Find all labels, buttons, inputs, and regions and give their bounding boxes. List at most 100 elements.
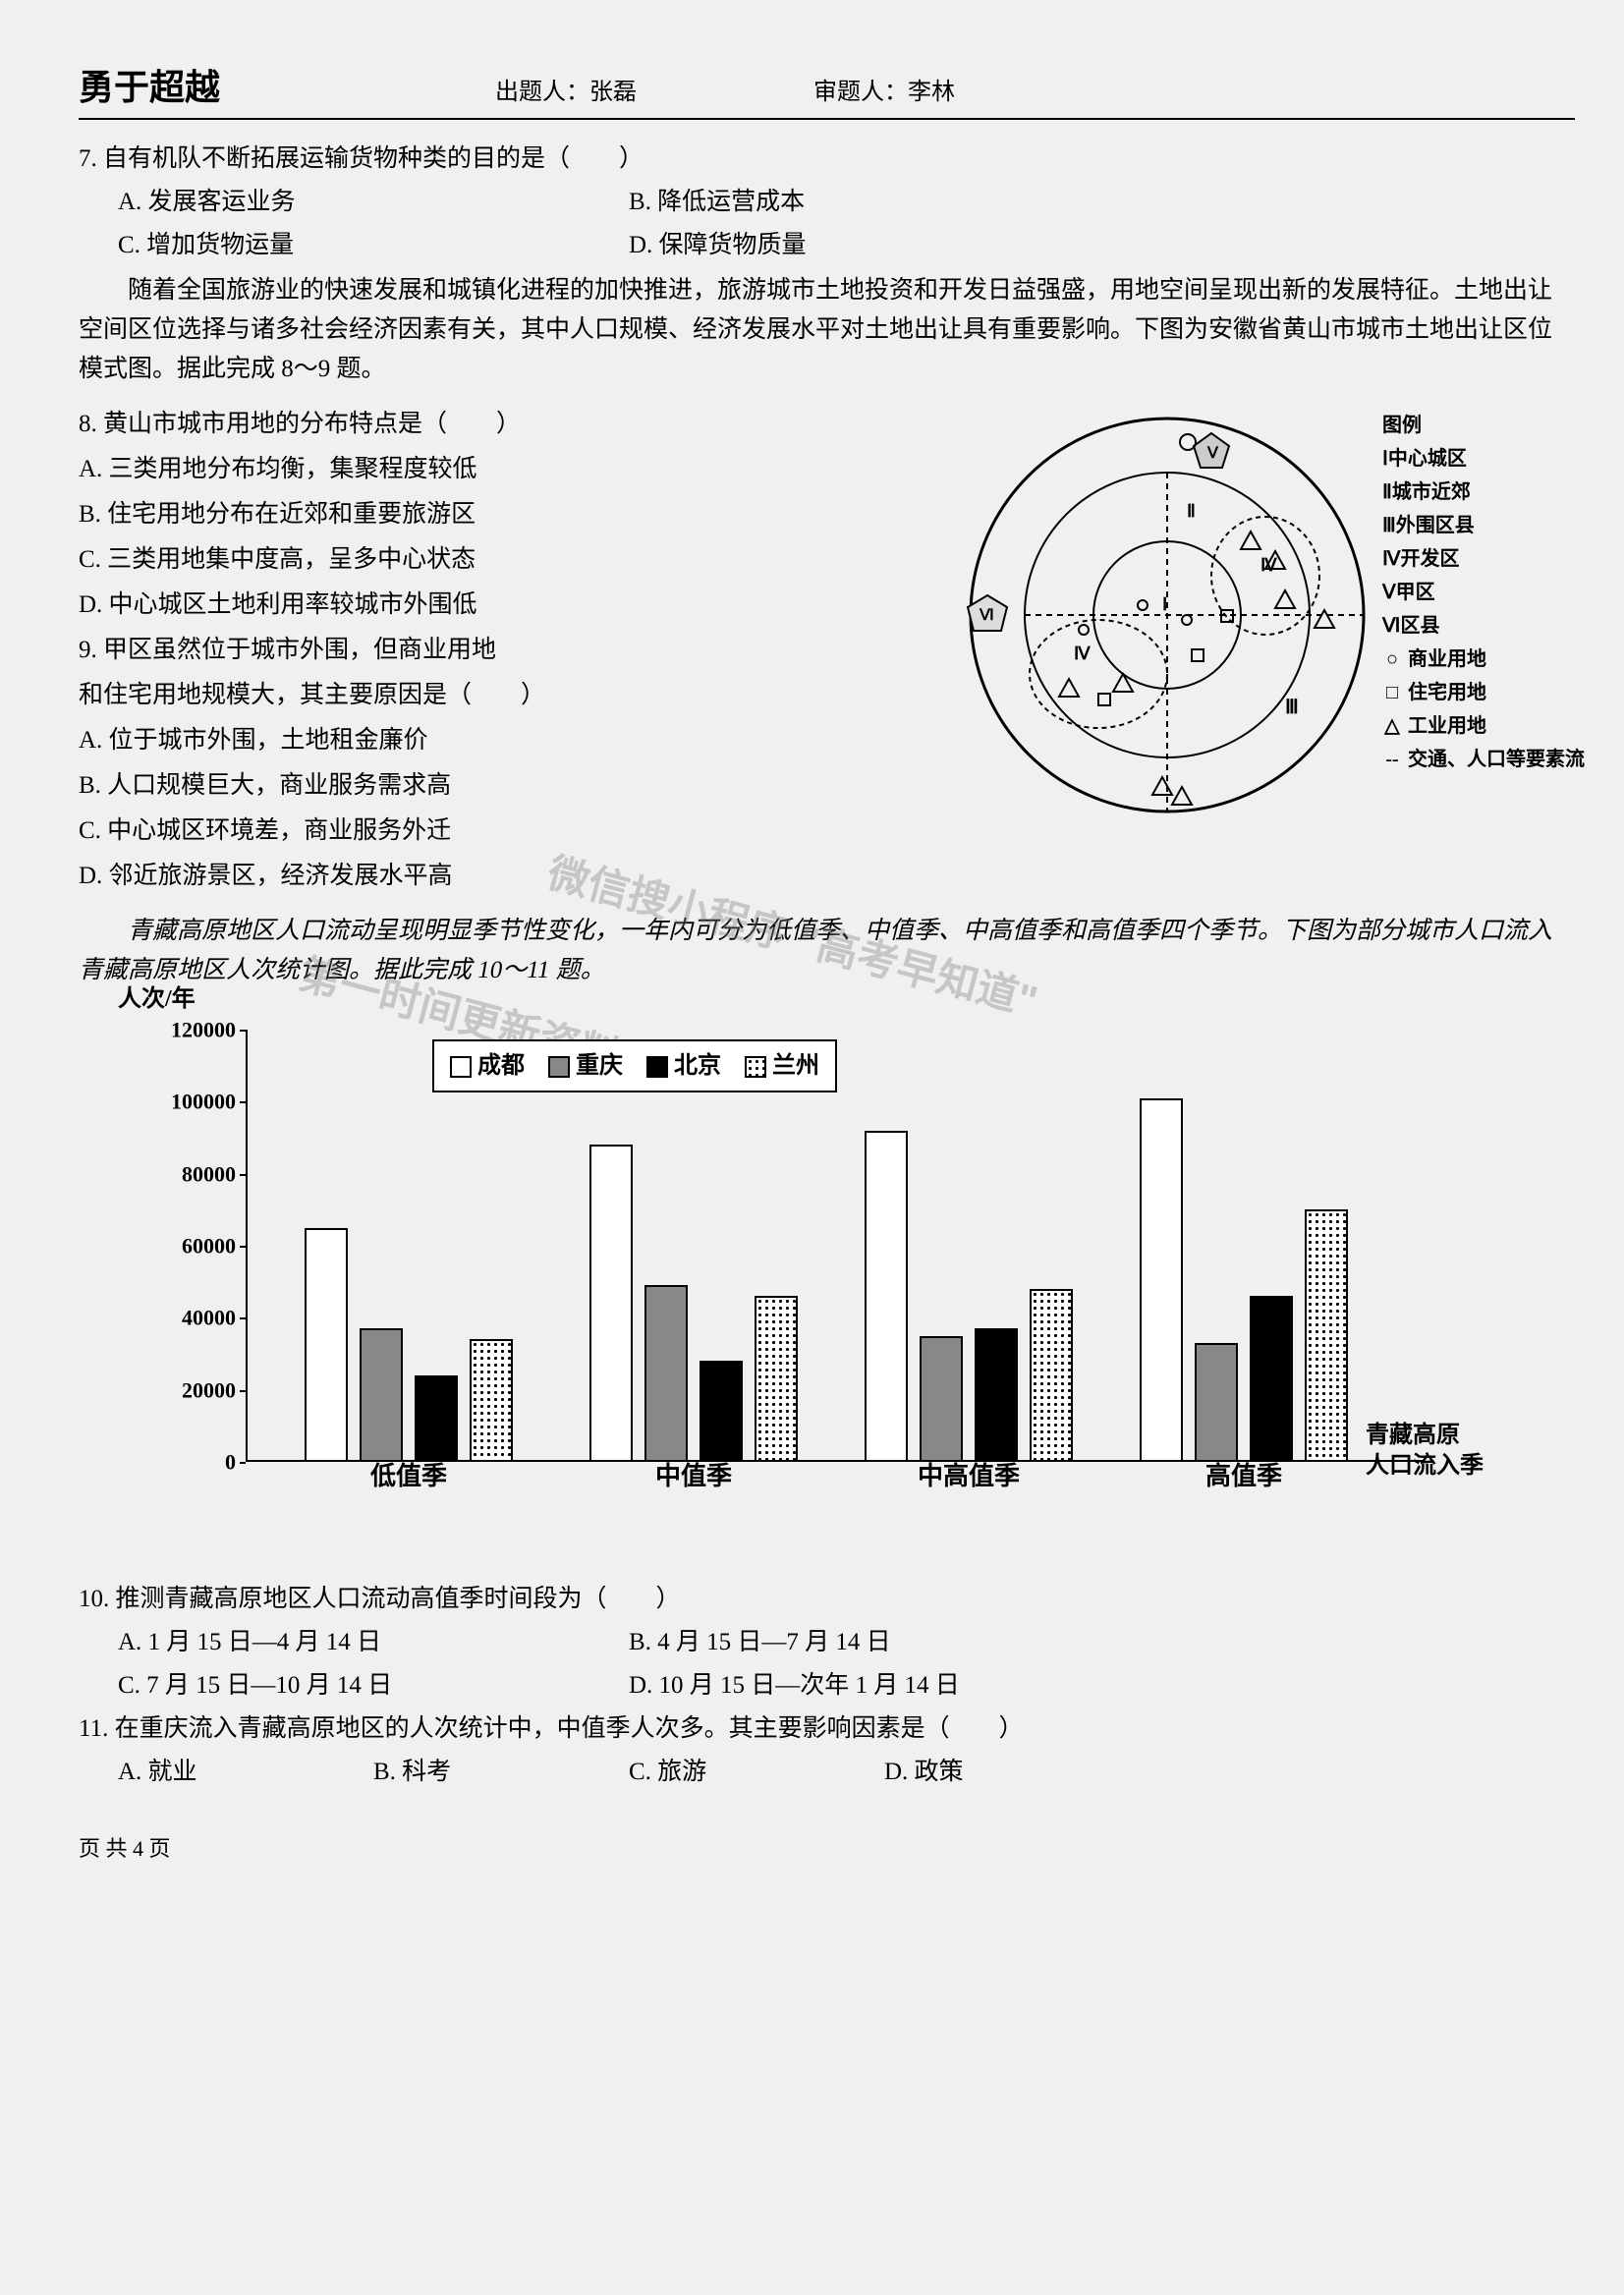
q8-stem: 8. 黄山市城市用地的分布特点是（ ） — [79, 405, 917, 444]
bar — [589, 1145, 633, 1462]
q7-opt-a: A. 发展客运业务 — [118, 183, 629, 222]
bar-group — [865, 1131, 1073, 1462]
bar — [1195, 1343, 1238, 1462]
bar — [415, 1375, 458, 1462]
passage-8-9: 随着全国旅游业的快速发展和城镇化进程的加快推进，旅游城市土地投资和开发日益强盛，… — [79, 271, 1575, 389]
q11-opt-d: D. 政策 — [884, 1753, 1140, 1792]
q11-opt-c: C. 旅游 — [629, 1753, 884, 1792]
passage-10-11: 青藏高原地区人口流动呈现明显季节性变化，一年内可分为低值季、中值季、中高值季和高… — [79, 912, 1575, 990]
q11-opt-a: A. 就业 — [118, 1753, 373, 1792]
y-tick — [240, 1390, 246, 1392]
q11-stem: 11. 在重庆流入青藏高原地区的人次统计中，中值季人次多。其主要影响因素是（ ） — [79, 1709, 1575, 1749]
q11-row: A. 就业 B. 科考 C. 旅游 D. 政策 — [118, 1753, 1575, 1792]
svg-text:Ⅳ: Ⅳ — [1074, 644, 1091, 663]
dash-icon: -- — [1382, 750, 1402, 769]
q10-row2: C. 7 月 15 日—10 月 14 日 D. 10 月 15 日—次年 1 … — [118, 1666, 1575, 1706]
q8-opt-d: D. 中心城区土地利用率较城市外围低 — [79, 586, 917, 625]
bar — [1140, 1098, 1183, 1462]
q8-opt-c: C. 三类用地集中度高，呈多中心状态 — [79, 540, 917, 580]
svg-text:Ⅰ: Ⅰ — [1162, 594, 1167, 614]
concentric-diagram-svg: Ⅴ Ⅵ Ⅰ Ⅱ Ⅲ Ⅳ Ⅳ — [936, 399, 1398, 831]
x-axis-label: 青藏高原 人口流入季 — [1366, 1421, 1484, 1482]
q9-stem-l1: 9. 甲区虽然位于城市外围，但商业用地 — [79, 631, 917, 670]
svg-text:Ⅲ: Ⅲ — [1285, 697, 1299, 718]
bar — [1305, 1209, 1348, 1462]
diagram-legend: 图例 Ⅰ中心城区 Ⅱ城市近郊 Ⅲ外围区县 Ⅳ开发区 Ⅴ甲区 Ⅵ区县 ○商业用地 … — [1382, 409, 1585, 776]
y-tick — [240, 1462, 246, 1464]
q10-stem: 10. 推测青藏高原地区人口流动高值季时间段为（ ） — [79, 1580, 1575, 1619]
legend-i1: Ⅰ中心城区 — [1382, 442, 1585, 476]
page-footer: 页 共 4 页 — [79, 1831, 1575, 1866]
legend-i2: Ⅱ城市近郊 — [1382, 476, 1585, 509]
legend-i7: ○商业用地 — [1382, 643, 1585, 676]
q7-opt-d: D. 保障货物质量 — [629, 226, 807, 265]
bar — [1250, 1296, 1293, 1462]
svg-text:Ⅴ: Ⅴ — [1206, 445, 1219, 462]
legend-i5: Ⅴ甲区 — [1382, 576, 1585, 609]
q8-opt-b: B. 住宅用地分布在近郊和重要旅游区 — [79, 495, 917, 534]
legend-i4: Ⅳ开发区 — [1382, 542, 1585, 576]
chart-container: 成都 重庆 北京 兰州 青藏高原 人口流入季 02000040000600008… — [118, 1010, 1493, 1521]
section-8-9: 8. 黄山市城市用地的分布特点是（ ） A. 三类用地分布均衡，集聚程度较低 B… — [79, 399, 1575, 902]
q9-opt-d: D. 邻近旅游景区，经济发展水平高 — [79, 857, 917, 896]
x-category-label: 中高值季 — [918, 1456, 1020, 1497]
q9-opt-b: B. 人口规模巨大，商业服务需求高 — [79, 766, 917, 806]
y-tick — [240, 1174, 246, 1176]
y-tick — [240, 1101, 246, 1103]
y-tick-label: 0 — [225, 1444, 236, 1479]
y-tick-label: 100000 — [171, 1085, 236, 1119]
q9-opt-c: C. 中心城区环境差，商业服务外迁 — [79, 812, 917, 851]
bar — [865, 1131, 908, 1462]
author: 出题人：张磊 — [495, 72, 637, 106]
q7-stem: 7. 自有机队不断拓展运输货物种类的目的是（ ） — [79, 140, 1575, 179]
population-chart: 人次/年 成都 重庆 北京 兰州 青藏高原 人口流入季 020000400006… — [79, 1010, 1575, 1521]
q8-q9-text: 8. 黄山市城市用地的分布特点是（ ） A. 三类用地分布均衡，集聚程度较低 B… — [79, 399, 917, 902]
q10-opt-c: C. 7 月 15 日—10 月 14 日 — [118, 1666, 629, 1706]
x-category-label: 高值季 — [1205, 1456, 1282, 1497]
bar — [920, 1336, 963, 1462]
chart-axes: 青藏高原 人口流入季 02000040000600008000010000012… — [246, 1030, 1425, 1462]
y-tick-label: 60000 — [182, 1228, 236, 1262]
legend-i8: □住宅用地 — [1382, 676, 1585, 709]
x-category-label: 低值季 — [370, 1456, 447, 1497]
bar — [1030, 1289, 1073, 1462]
q10-opt-d: D. 10 月 15 日—次年 1 月 14 日 — [629, 1666, 960, 1706]
reviewer: 审题人：李林 — [813, 72, 955, 106]
author-info: 出题人：张磊 审题人：李林 — [495, 72, 955, 106]
legend-title: 图例 — [1382, 409, 1585, 442]
y-tick — [240, 1246, 246, 1248]
bar — [305, 1228, 348, 1462]
content-body: 7. 自有机队不断拓展运输货物种类的目的是（ ） A. 发展客运业务 B. 降低… — [79, 140, 1575, 1866]
page-header: 勇于超越 出题人：张磊 审题人：李林 — [79, 59, 1575, 120]
bar-group — [305, 1228, 513, 1462]
legend-i9: △工业用地 — [1382, 709, 1585, 743]
x-category-label: 中值季 — [655, 1456, 732, 1497]
bar — [755, 1296, 798, 1462]
q7-opt-c: C. 增加货物运量 — [118, 226, 629, 265]
y-tick — [240, 1317, 246, 1319]
y-tick-label: 80000 — [182, 1156, 236, 1191]
bar — [975, 1328, 1018, 1462]
q7-opt-b: B. 降低运营成本 — [629, 183, 805, 222]
bottom-questions: 10. 推测青藏高原地区人口流动高值季时间段为（ ） A. 1 月 15 日—4… — [79, 1580, 1575, 1792]
svg-text:Ⅱ: Ⅱ — [1187, 501, 1196, 521]
bar-group — [1140, 1098, 1348, 1462]
land-use-diagram: Ⅴ Ⅵ Ⅰ Ⅱ Ⅲ Ⅳ Ⅳ — [936, 399, 1575, 831]
y-tick-label: 40000 — [182, 1301, 236, 1335]
q10-opt-b: B. 4 月 15 日—7 月 14 日 — [629, 1623, 891, 1662]
y-tick-label: 20000 — [182, 1372, 236, 1407]
page-title: 勇于超越 — [79, 59, 220, 110]
svg-text:Ⅳ: Ⅳ — [1260, 555, 1277, 575]
q10-opt-a: A. 1 月 15 日—4 月 14 日 — [118, 1623, 629, 1662]
y-axis-line — [246, 1030, 248, 1462]
q9-opt-a: A. 位于城市外围，土地租金廉价 — [79, 721, 917, 760]
y-tick-label: 120000 — [171, 1012, 236, 1046]
svg-text:Ⅵ: Ⅵ — [979, 607, 994, 624]
legend-i6: Ⅵ区县 — [1382, 609, 1585, 643]
q11-opt-b: B. 科考 — [373, 1753, 629, 1792]
q8-opt-a: A. 三类用地分布均衡，集聚程度较低 — [79, 450, 917, 489]
q10-row1: A. 1 月 15 日—4 月 14 日 B. 4 月 15 日—7 月 14 … — [118, 1623, 1575, 1662]
legend-i10: --交通、人口等要素流 — [1382, 743, 1585, 776]
square-icon: □ — [1382, 683, 1402, 702]
q7-row1: A. 发展客运业务 B. 降低运营成本 — [118, 183, 1575, 222]
